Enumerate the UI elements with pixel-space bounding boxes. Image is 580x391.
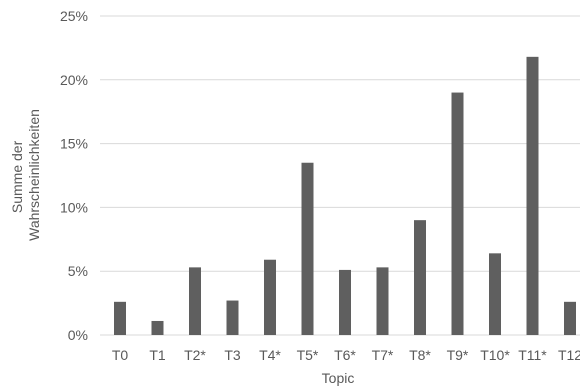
bar bbox=[114, 301, 126, 335]
bar bbox=[489, 253, 501, 335]
y-axis-label: Summe der Wahrscheinlichkeiten bbox=[9, 109, 42, 241]
x-tick-label: T5* bbox=[297, 347, 319, 363]
bars bbox=[114, 56, 576, 335]
x-tick-label: T9* bbox=[447, 347, 469, 363]
bar bbox=[376, 267, 389, 335]
bar bbox=[451, 92, 464, 335]
bar bbox=[264, 259, 276, 335]
x-tick-label: T12 bbox=[558, 347, 580, 363]
y-axis-ticks: 0% 5% 10% 15% 20% 25% bbox=[60, 8, 88, 343]
bar bbox=[339, 269, 351, 335]
x-tick-label: T3 bbox=[224, 347, 241, 363]
bar bbox=[151, 320, 164, 335]
bar bbox=[526, 56, 539, 335]
x-tick-label: T6* bbox=[334, 347, 356, 363]
x-tick-label: T8* bbox=[409, 347, 431, 363]
x-tick-label: T0 bbox=[112, 347, 129, 363]
y-axis-label-line-2: Wahrscheinlichkeiten bbox=[26, 109, 42, 241]
y-tick-label: 10% bbox=[60, 199, 88, 215]
x-tick-label: T1 bbox=[149, 347, 166, 363]
x-tick-label: T7* bbox=[372, 347, 394, 363]
bar bbox=[414, 220, 426, 335]
x-axis-label: Topic bbox=[322, 370, 355, 386]
y-tick-label: 5% bbox=[68, 263, 88, 279]
x-tick-label: T11* bbox=[518, 347, 547, 363]
bar bbox=[564, 301, 576, 335]
y-tick-label: 0% bbox=[68, 327, 88, 343]
y-tick-label: 25% bbox=[60, 8, 88, 24]
y-tick-label: 15% bbox=[60, 136, 88, 152]
x-tick-label: T2* bbox=[184, 347, 206, 363]
x-tick-label: T4* bbox=[259, 347, 281, 363]
y-tick-label: 20% bbox=[60, 72, 88, 88]
y-axis-label-line-1: Summe der bbox=[9, 140, 25, 213]
x-tick-label: T10* bbox=[480, 347, 510, 363]
x-axis-ticks: T0 T1 T2* T3 T4* T5* T6* T7* T8* T9* T10* T11* T12 bbox=[112, 347, 580, 363]
bar bbox=[226, 300, 239, 335]
bar bbox=[189, 267, 201, 335]
bar bbox=[301, 162, 314, 335]
